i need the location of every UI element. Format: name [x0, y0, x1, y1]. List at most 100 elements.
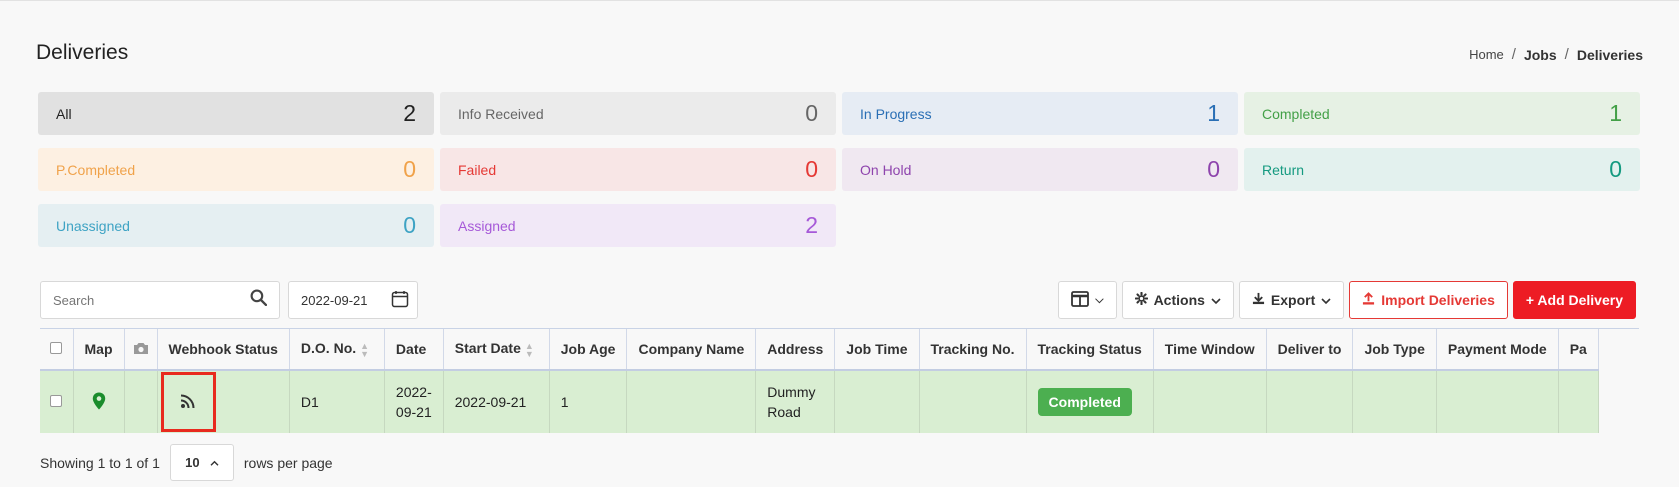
status-card-unassigned[interactable]: Unassigned 0	[38, 204, 434, 247]
breadcrumb-jobs[interactable]: Jobs	[1523, 46, 1557, 63]
job-age-cell: 1	[549, 370, 628, 433]
column-header-job-age[interactable]: Job Age	[549, 329, 628, 371]
column-header-tracking-status[interactable]: Tracking Status	[1026, 329, 1154, 371]
table-row[interactable]: D1 2022- 09-21 2022-09-21 1 Dummy Road Com…	[40, 370, 1599, 433]
column-header-payment-mode[interactable]: Payment Mode	[1436, 329, 1559, 371]
status-card-count: 0	[805, 100, 818, 126]
breadcrumb-separator: /	[1564, 46, 1569, 63]
status-card-label: Failed	[458, 161, 497, 178]
deliver-to-cell	[1266, 370, 1354, 433]
status-card-assigned[interactable]: Assigned 2	[440, 204, 836, 247]
actions-label: Actions	[1153, 292, 1205, 308]
status-card-count: 1	[1609, 100, 1622, 126]
status-card-count: 0	[403, 212, 416, 238]
column-header-job-type[interactable]: Job Type	[1352, 329, 1437, 371]
column-header-address[interactable]: Address	[755, 329, 836, 371]
chevron-down-icon: ⌵	[1095, 293, 1104, 306]
map-cell	[73, 370, 125, 433]
select-all-header	[40, 329, 74, 371]
select-all-checkbox[interactable]	[50, 342, 62, 354]
status-card-count: 2	[805, 212, 818, 238]
chevron-down-icon	[1321, 292, 1331, 308]
column-header-photo	[124, 329, 158, 371]
start-date-cell: 2022-09-21	[443, 370, 550, 433]
status-card-label: All	[56, 105, 72, 122]
column-header-webhook-status[interactable]: Webhook Status	[157, 329, 290, 371]
status-card-label: Assigned	[458, 217, 516, 234]
column-header-label: Start Date	[454, 340, 521, 357]
status-card-label: Return	[1262, 161, 1305, 178]
address-cell: Dummy Road	[755, 370, 836, 433]
rss-icon[interactable]	[180, 393, 196, 412]
breadcrumb-deliveries: Deliveries	[1576, 46, 1643, 63]
status-card-info-received[interactable]: Info Received 0	[440, 92, 836, 135]
date-line-1: 2022-	[395, 384, 432, 400]
column-header-map[interactable]: Map	[73, 329, 125, 371]
row-checkbox[interactable]	[50, 395, 62, 407]
status-cards: All 2 Info Received 0 In Progress 1 Complet…	[38, 92, 1640, 247]
do-no-cell: D1	[289, 370, 385, 433]
toolbar-left: 2022-09-21	[40, 281, 418, 319]
webhook-status-cell	[157, 370, 290, 433]
column-header-deliver-to[interactable]: Deliver to	[1266, 329, 1354, 371]
status-card-label: On Hold	[860, 161, 912, 178]
status-card-completed[interactable]: Completed 1	[1244, 92, 1640, 135]
status-card-failed[interactable]: Failed 0	[440, 148, 836, 191]
job-time-cell	[834, 370, 920, 433]
sort-icon[interactable]: ▲ ▼	[360, 340, 370, 359]
rows-per-page-select[interactable]: 10	[169, 444, 234, 481]
status-card-p-completed[interactable]: P.Completed 0	[38, 148, 434, 191]
column-header-time-window[interactable]: Time Window	[1153, 329, 1267, 371]
column-header-date[interactable]: Date	[384, 329, 444, 371]
export-button[interactable]: Export	[1238, 281, 1345, 319]
gear-icon	[1134, 291, 1148, 308]
upload-icon	[1362, 292, 1375, 308]
sort-icon[interactable]: ▲ ▼	[524, 340, 534, 359]
company-name-cell	[626, 370, 757, 433]
showing-text: Showing 1 to 1 of 1	[40, 454, 160, 471]
add-delivery-button[interactable]: + Add Delivery	[1512, 281, 1636, 319]
breadcrumb-home[interactable]: Home	[1469, 47, 1504, 62]
status-card-return[interactable]: Return 0	[1244, 148, 1640, 191]
column-header-job-time[interactable]: Job Time	[834, 329, 920, 371]
map-pin-icon[interactable]	[92, 392, 106, 413]
columns-toggle-button[interactable]: ⌵	[1058, 281, 1117, 319]
toolbar-right: ⌵ Actions Export Import Deliveries + Add…	[1058, 281, 1636, 319]
column-header-company-name[interactable]: Company Name	[626, 329, 757, 371]
payment-mode-cell	[1436, 370, 1559, 433]
import-deliveries-button[interactable]: Import Deliveries	[1349, 281, 1508, 319]
actions-button[interactable]: Actions	[1121, 281, 1234, 319]
status-card-label: Info Received	[458, 105, 544, 122]
status-card-count: 0	[403, 156, 416, 182]
status-card-count: 0	[805, 156, 818, 182]
download-icon	[1252, 292, 1265, 308]
status-card-label: P.Completed	[56, 161, 136, 178]
page-title: Deliveries	[36, 41, 129, 64]
tracking-no-cell	[919, 370, 1027, 433]
address-line-1: Dummy	[767, 384, 816, 400]
column-header-start-date[interactable]: Start Date ▲ ▼	[443, 329, 550, 371]
status-badge: Completed	[1037, 388, 1132, 416]
job-type-cell	[1352, 370, 1437, 433]
column-header-tracking-no[interactable]: Tracking No.	[919, 329, 1027, 371]
column-header-truncated[interactable]: Pa	[1558, 329, 1599, 371]
date-value: 2022-09-21	[301, 292, 368, 308]
search-box	[40, 281, 280, 319]
chevron-down-icon	[1211, 292, 1221, 308]
column-header-do-no[interactable]: D.O. No. ▲ ▼	[289, 329, 385, 371]
status-card-all[interactable]: All 2	[38, 92, 434, 135]
rows-per-page-value: 10	[185, 455, 200, 470]
status-card-in-progress[interactable]: In Progress 1	[842, 92, 1238, 135]
status-card-count: 0	[1609, 156, 1622, 182]
status-card-on-hold[interactable]: On Hold 0	[842, 148, 1238, 191]
column-header-label: D.O. No.	[300, 340, 357, 357]
webhook-highlight	[160, 372, 216, 432]
date-cell: 2022- 09-21	[384, 370, 444, 433]
calendar-icon[interactable]	[391, 290, 409, 311]
status-card-label: Completed	[1262, 105, 1330, 122]
search-icon[interactable]	[250, 289, 268, 311]
search-input[interactable]	[53, 292, 233, 308]
rows-per-page-label: rows per page	[243, 454, 333, 471]
date-picker[interactable]: 2022-09-21	[288, 281, 418, 319]
row-select-cell	[40, 370, 74, 433]
